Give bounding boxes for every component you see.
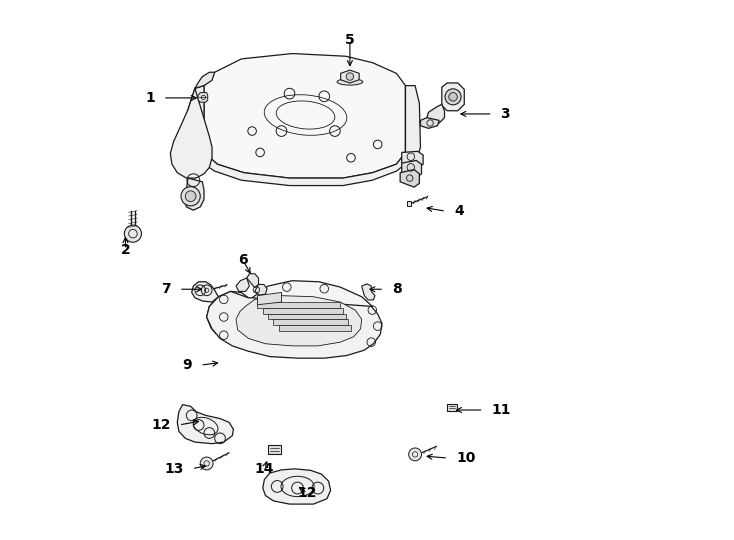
Polygon shape — [199, 152, 410, 186]
Text: 2: 2 — [120, 242, 131, 256]
Ellipse shape — [337, 79, 363, 85]
Text: 9: 9 — [183, 358, 192, 372]
Polygon shape — [185, 86, 204, 163]
Text: 14: 14 — [255, 462, 274, 476]
Polygon shape — [400, 170, 419, 187]
Polygon shape — [274, 319, 349, 325]
Polygon shape — [401, 151, 423, 168]
Polygon shape — [427, 104, 445, 123]
Polygon shape — [442, 83, 465, 111]
Text: 7: 7 — [161, 282, 171, 296]
Circle shape — [201, 285, 212, 296]
Circle shape — [445, 89, 461, 105]
Polygon shape — [447, 403, 457, 411]
Circle shape — [346, 73, 354, 80]
Polygon shape — [236, 296, 362, 346]
Text: 12: 12 — [297, 487, 317, 501]
Polygon shape — [421, 118, 439, 129]
Polygon shape — [247, 274, 258, 288]
Polygon shape — [192, 282, 219, 302]
Polygon shape — [198, 92, 208, 102]
Polygon shape — [268, 314, 346, 319]
Polygon shape — [401, 160, 421, 178]
Polygon shape — [362, 284, 375, 300]
Circle shape — [181, 187, 200, 206]
Polygon shape — [170, 88, 212, 178]
Polygon shape — [184, 178, 204, 210]
Circle shape — [409, 448, 421, 461]
Polygon shape — [258, 302, 341, 308]
Polygon shape — [341, 70, 359, 83]
Text: 4: 4 — [454, 204, 464, 218]
Polygon shape — [204, 53, 405, 178]
Polygon shape — [195, 72, 214, 88]
Text: 6: 6 — [239, 253, 248, 267]
Circle shape — [448, 92, 457, 101]
Polygon shape — [236, 278, 250, 292]
Text: 10: 10 — [457, 451, 476, 465]
Polygon shape — [248, 281, 372, 332]
Text: 5: 5 — [345, 33, 355, 47]
Text: 12: 12 — [151, 418, 171, 432]
Circle shape — [124, 225, 142, 242]
Text: 13: 13 — [164, 462, 184, 476]
Circle shape — [185, 191, 196, 201]
Text: 1: 1 — [145, 91, 155, 105]
Polygon shape — [279, 325, 351, 332]
Polygon shape — [263, 469, 330, 504]
Text: 8: 8 — [392, 282, 402, 296]
Polygon shape — [407, 200, 411, 206]
Polygon shape — [258, 293, 281, 305]
Polygon shape — [207, 292, 250, 334]
Polygon shape — [405, 86, 413, 160]
Polygon shape — [268, 445, 281, 454]
Text: 3: 3 — [501, 107, 510, 121]
Polygon shape — [263, 308, 343, 314]
Polygon shape — [207, 292, 382, 358]
Polygon shape — [255, 285, 267, 295]
Circle shape — [200, 457, 213, 470]
Text: 11: 11 — [492, 403, 511, 417]
Polygon shape — [178, 404, 233, 444]
Polygon shape — [405, 86, 421, 160]
